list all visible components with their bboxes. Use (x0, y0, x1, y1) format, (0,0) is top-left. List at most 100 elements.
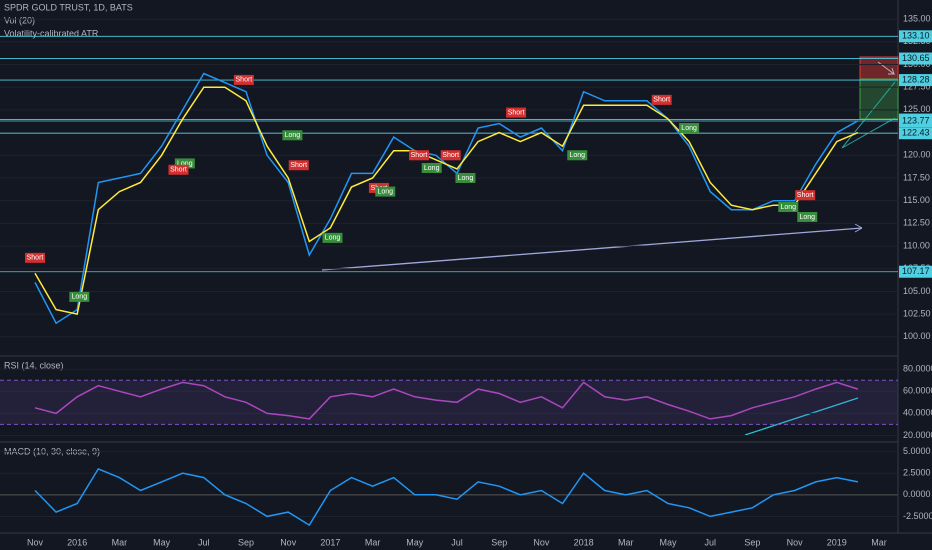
y-tick-label: 102.50 (903, 309, 931, 319)
level-label: 130.65 (902, 53, 930, 63)
x-tick-label: Mar (618, 537, 634, 547)
projection-arrow (877, 61, 896, 75)
x-tick-label: 2016 (67, 537, 87, 547)
y-tick-label: 105.00 (903, 286, 931, 296)
y-tick-label: 0.0000 (903, 489, 931, 499)
x-tick-label: Sep (238, 537, 254, 547)
signal-label: Long (458, 175, 474, 182)
x-tick-label: Nov (280, 537, 297, 547)
x-tick-label: 2017 (320, 537, 340, 547)
signal-tag (797, 211, 818, 222)
signal-tag (233, 74, 254, 85)
signal-tag (288, 160, 309, 171)
x-tick-label: Nov (27, 537, 44, 547)
signal-label: Short (290, 162, 307, 169)
signal-label: Short (442, 152, 459, 159)
signal-tag (375, 186, 396, 197)
signal-tag (778, 202, 799, 213)
y-tick-label: 110.00 (903, 240, 930, 250)
signal-tag (282, 130, 303, 141)
level-label: 133.10 (902, 31, 930, 41)
signal-tag (421, 162, 442, 173)
x-tick-label: Mar (871, 537, 887, 547)
signal-label: Short (170, 167, 187, 174)
signal-label: Short (411, 152, 428, 159)
y-tick-label: 112.50 (903, 218, 930, 228)
signal-tag (69, 291, 90, 302)
level-label: 107.17 (902, 266, 930, 276)
signal-tag (679, 123, 700, 134)
signal-label: Short (236, 77, 253, 84)
signal-tag (409, 150, 430, 161)
y-tick-label: 115.00 (903, 195, 930, 205)
series-line (34, 467, 859, 527)
rsi-band-fill (0, 380, 898, 425)
signal-label: Long (681, 125, 697, 132)
signal-label: Long (424, 165, 440, 172)
signal-tag (455, 172, 476, 183)
level-tag (899, 265, 932, 278)
trendline-arrow (854, 223, 863, 233)
x-tick-label: May (153, 537, 171, 547)
y-tick-label: 135.00 (903, 13, 931, 23)
level-tag (899, 30, 932, 43)
y-tick-label: 120.00 (903, 150, 931, 160)
level-tag (899, 52, 932, 65)
y-tick-label: 40.0000 (903, 408, 932, 418)
level-tag (899, 115, 932, 128)
x-tick-label: 2019 (827, 537, 847, 547)
x-tick-label: May (406, 537, 424, 547)
y-tick-label: 20.0000 (903, 430, 932, 440)
x-tick-label: Sep (744, 537, 760, 547)
x-tick-label: Jul (451, 537, 463, 547)
level-tag (899, 127, 932, 140)
x-tick-label: Sep (491, 537, 507, 547)
x-tick-label: May (659, 537, 677, 547)
x-tick-label: Mar (365, 537, 381, 547)
x-tick-label: Nov (787, 537, 804, 547)
series-line (34, 86, 859, 315)
signal-tag (174, 158, 195, 169)
signal-tag (25, 252, 45, 263)
signal-label: Long (799, 214, 815, 221)
indicator-label: Vol (20) (4, 15, 35, 25)
signal-label: Long (780, 204, 796, 211)
signal-label: Long (285, 132, 301, 139)
x-tick-label: Jul (198, 537, 210, 547)
signal-tag (795, 190, 816, 201)
signal-label: Short (653, 97, 670, 104)
y-tick-label: 100.00 (903, 331, 931, 341)
level-label: 122.43 (902, 128, 930, 138)
level-label: 123.77 (902, 115, 930, 125)
y-tick-label: 127.50 (903, 82, 931, 92)
pane-title: RSI (14, close) (4, 360, 64, 370)
signal-label: Long (325, 235, 341, 242)
signal-label: Short (797, 192, 814, 199)
signal-tag (651, 94, 672, 105)
x-tick-label: Mar (112, 537, 128, 547)
level-label: 128.28 (902, 74, 930, 84)
x-tick-label: Jul (704, 537, 716, 547)
signal-tag (322, 232, 343, 243)
x-tick-label: 2018 (574, 537, 594, 547)
chart-title: SPDR GOLD TRUST, 1D, BATS (4, 2, 133, 12)
signal-label: Long (72, 294, 88, 301)
y-tick-label: 80.0000 (903, 364, 932, 374)
y-tick-label: 60.0000 (903, 386, 932, 396)
y-tick-label: 125.00 (903, 104, 931, 114)
signal-tag (440, 150, 461, 161)
signal-label: Short (27, 255, 44, 262)
trendline (321, 227, 863, 271)
series-line (34, 381, 859, 420)
signal-label: Long (377, 188, 393, 195)
legend-entry: Volatility-calibrated ATR (4, 28, 99, 38)
y-tick-label: 117.50 (903, 172, 930, 182)
y-tick-label: -2.5000 (903, 511, 932, 521)
signal-tag (506, 107, 527, 118)
signal-tag (567, 150, 588, 161)
y-tick-label: 2.5000 (903, 468, 931, 478)
signal-label: Long (569, 152, 585, 159)
